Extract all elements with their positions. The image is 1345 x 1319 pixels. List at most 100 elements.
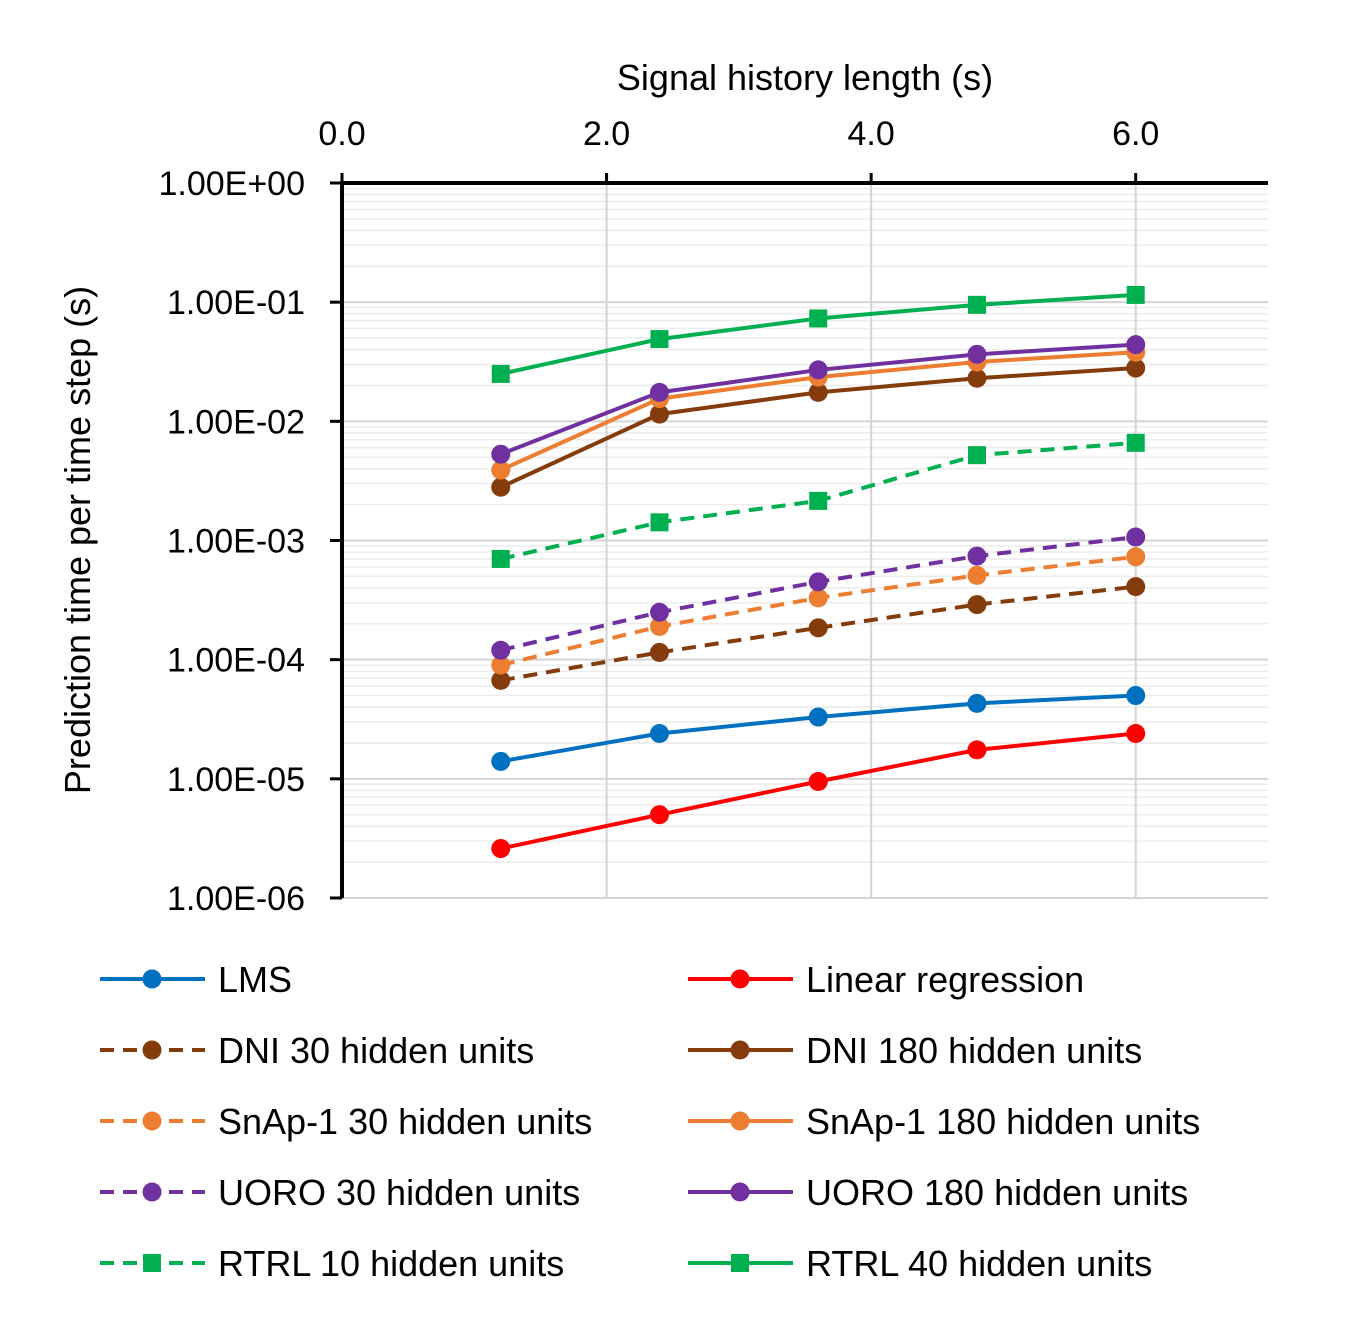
legend-swatch-marker bbox=[142, 1182, 162, 1202]
data-point-uoro-180-hidden-units bbox=[967, 344, 987, 364]
data-point-snap-1-180-hidden-units bbox=[491, 460, 511, 480]
data-point-lms bbox=[967, 693, 987, 713]
data-point-dni-30-hidden-units bbox=[967, 595, 987, 615]
data-point-linear-regression bbox=[967, 740, 987, 760]
data-point-uoro-180-hidden-units bbox=[808, 360, 828, 380]
series-dni-30-hidden-units bbox=[491, 577, 1146, 690]
data-point-dni-30-hidden-units bbox=[1126, 577, 1146, 597]
y-tick-label: 1.00E-04 bbox=[167, 642, 305, 680]
legend-label: LMS bbox=[218, 959, 292, 1000]
x-tick-label: 0.0 bbox=[318, 115, 365, 153]
data-point-rtrl-40-hidden-units bbox=[650, 330, 669, 349]
data-point-rtrl-40-hidden-units bbox=[1126, 285, 1145, 304]
y-tick-label: 1.00E-06 bbox=[167, 880, 305, 918]
legend-swatch-marker bbox=[143, 1254, 161, 1272]
data-point-linear-regression bbox=[808, 771, 828, 791]
series-rtrl-40-hidden-units bbox=[491, 285, 1145, 383]
legend-label: SnAp-1 180 hidden units bbox=[806, 1101, 1200, 1142]
data-point-dni-180-hidden-units bbox=[491, 477, 511, 497]
data-point-rtrl-40-hidden-units bbox=[967, 295, 986, 314]
data-point-snap-1-30-hidden-units bbox=[491, 655, 511, 675]
legend-swatch-marker bbox=[730, 1182, 750, 1202]
data-point-dni-180-hidden-units bbox=[1126, 358, 1146, 378]
data-point-linear-regression bbox=[649, 805, 669, 825]
data-point-rtrl-10-hidden-units bbox=[967, 446, 986, 465]
x-tick-label: 6.0 bbox=[1112, 115, 1159, 153]
data-point-lms bbox=[491, 751, 511, 771]
y-tick-label: 1.00E-03 bbox=[167, 523, 305, 561]
legend-label: RTRL 40 hidden units bbox=[806, 1243, 1152, 1284]
data-point-snap-1-30-hidden-units bbox=[808, 588, 828, 608]
data-point-rtrl-10-hidden-units bbox=[809, 491, 828, 510]
legend-item-uoro-30-hidden-units: UORO 30 hidden units bbox=[100, 1172, 580, 1213]
legend-item-dni-180-hidden-units: DNI 180 hidden units bbox=[688, 1030, 1142, 1071]
data-point-uoro-30-hidden-units bbox=[1126, 527, 1146, 547]
legend-label: Linear regression bbox=[806, 959, 1084, 1000]
legend-label: SnAp-1 30 hidden units bbox=[218, 1101, 592, 1142]
legend-item-uoro-180-hidden-units: UORO 180 hidden units bbox=[688, 1172, 1188, 1213]
data-point-lms bbox=[808, 707, 828, 727]
legend-label: UORO 30 hidden units bbox=[218, 1172, 580, 1213]
data-point-lms bbox=[1126, 686, 1146, 706]
y-tick-label: 1.00E-05 bbox=[167, 761, 305, 799]
data-point-lms bbox=[649, 724, 669, 744]
data-point-uoro-30-hidden-units bbox=[491, 640, 511, 660]
data-point-linear-regression bbox=[491, 839, 511, 859]
x-tick-label: 2.0 bbox=[583, 115, 630, 153]
legend-item-snap-1-180-hidden-units: SnAp-1 180 hidden units bbox=[688, 1101, 1200, 1142]
series-linear-regression bbox=[491, 724, 1146, 859]
series-uoro-30-hidden-units bbox=[491, 527, 1146, 660]
data-point-rtrl-40-hidden-units bbox=[491, 364, 510, 383]
data-point-uoro-180-hidden-units bbox=[1126, 335, 1146, 355]
series-uoro-180-hidden-units bbox=[491, 335, 1146, 464]
series-rtrl-10-hidden-units bbox=[491, 433, 1145, 568]
legend-item-rtrl-10-hidden-units: RTRL 10 hidden units bbox=[100, 1243, 564, 1284]
x-axis-title: Signal history length (s) bbox=[617, 57, 993, 98]
series-snap-1-30-hidden-units bbox=[491, 547, 1146, 675]
data-point-uoro-30-hidden-units bbox=[808, 572, 828, 592]
y-tick-label: 1.00E-02 bbox=[167, 403, 305, 441]
data-point-dni-180-hidden-units bbox=[808, 382, 828, 402]
data-point-snap-1-30-hidden-units bbox=[967, 565, 987, 585]
data-point-dni-180-hidden-units bbox=[649, 404, 669, 424]
legend: LMS Linear regression DNI 30 hidden units D… bbox=[100, 959, 1200, 1284]
plot-area bbox=[491, 285, 1146, 859]
series-line-dni-30-hidden-units bbox=[500, 584, 1136, 683]
data-point-uoro-180-hidden-units bbox=[491, 444, 511, 464]
data-point-rtrl-10-hidden-units bbox=[1126, 433, 1145, 452]
legend-swatch-marker bbox=[730, 969, 750, 989]
data-point-rtrl-10-hidden-units bbox=[491, 549, 510, 568]
data-point-uoro-180-hidden-units bbox=[649, 382, 669, 402]
legend-label: UORO 180 hidden units bbox=[806, 1172, 1188, 1213]
legend-item-dni-30-hidden-units: DNI 30 hidden units bbox=[100, 1030, 534, 1071]
legend-swatch-marker bbox=[730, 1111, 750, 1131]
legend-swatch-marker bbox=[142, 1040, 162, 1060]
y-tick-label: 1.00E+00 bbox=[158, 165, 305, 203]
data-point-dni-180-hidden-units bbox=[967, 368, 987, 388]
legend-label: DNI 180 hidden units bbox=[806, 1030, 1142, 1071]
data-point-uoro-30-hidden-units bbox=[967, 546, 987, 566]
data-point-rtrl-10-hidden-units bbox=[650, 513, 669, 532]
legend-label: RTRL 10 hidden units bbox=[218, 1243, 564, 1284]
legend-item-rtrl-40-hidden-units: RTRL 40 hidden units bbox=[688, 1243, 1152, 1284]
legend-label: DNI 30 hidden units bbox=[218, 1030, 534, 1071]
data-point-dni-30-hidden-units bbox=[491, 670, 511, 690]
legend-swatch-marker bbox=[142, 1111, 162, 1131]
legend-item-lms: LMS bbox=[100, 959, 292, 1000]
y-tick-label: 1.00E-01 bbox=[167, 284, 305, 322]
y-axis-title: Prediction time per time step (s) bbox=[57, 286, 98, 794]
legend-swatch-marker bbox=[142, 969, 162, 989]
legend-swatch-marker bbox=[731, 1254, 749, 1272]
legend-item-linear-regression: Linear regression bbox=[688, 959, 1084, 1000]
data-point-rtrl-40-hidden-units bbox=[809, 309, 828, 328]
legend-item-snap-1-30-hidden-units: SnAp-1 30 hidden units bbox=[100, 1101, 592, 1142]
series-dni-180-hidden-units bbox=[491, 358, 1146, 497]
series-lms bbox=[491, 686, 1146, 771]
series-line-lms bbox=[500, 693, 1136, 764]
axes: 0.0 2.0 4.0 6.0 1.00E+00 1.00E-01 1.00E-02 1.00… bbox=[57, 57, 1268, 918]
data-point-snap-1-30-hidden-units bbox=[649, 616, 669, 636]
x-tick-label: 4.0 bbox=[848, 115, 895, 153]
data-point-uoro-30-hidden-units bbox=[649, 602, 669, 622]
data-point-dni-30-hidden-units bbox=[808, 618, 828, 638]
